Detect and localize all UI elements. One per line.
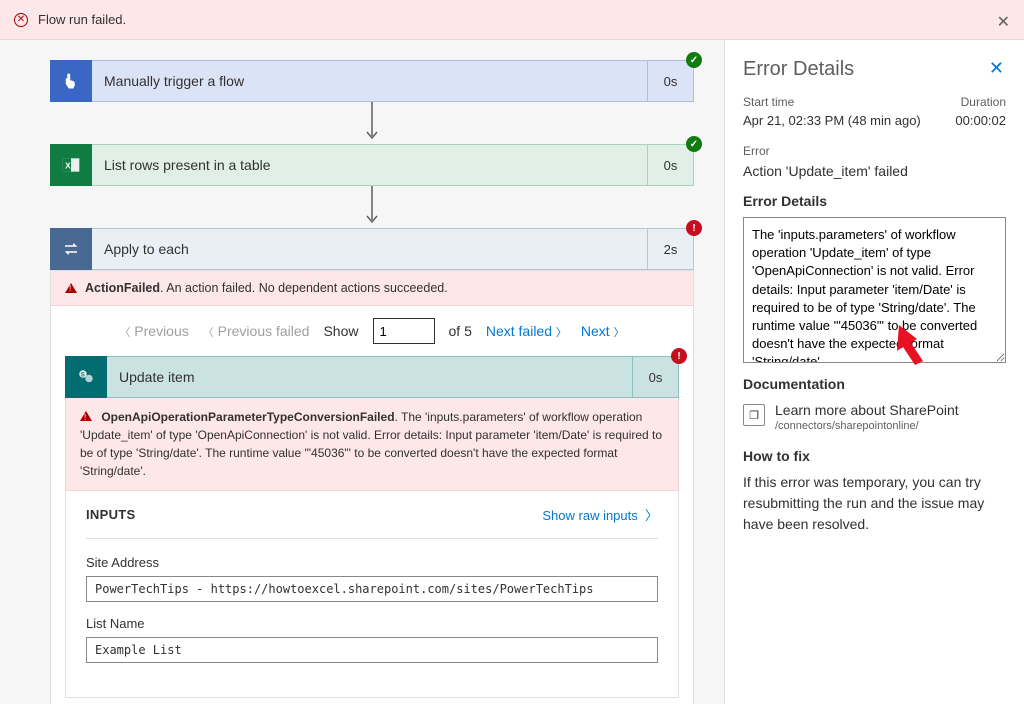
site-address-value[interactable]: PowerTechTips - https://howtoexcel.share… xyxy=(86,576,658,602)
next-link[interactable]: Next 〉 xyxy=(581,323,625,340)
update-error-detail: OpenApiOperationParameterTypeConversionF… xyxy=(65,398,679,491)
connector-arrow xyxy=(50,102,694,144)
sharepoint-icon: S xyxy=(65,356,107,398)
flow-canvas: Manually trigger a flow 0s ✓ X List rows… xyxy=(0,40,724,704)
loop-card[interactable]: Apply to each 2s ! xyxy=(50,228,694,270)
excel-icon: X xyxy=(50,144,92,186)
check-icon: ✓ xyxy=(686,136,702,152)
inputs-section: INPUTS Show raw inputs 〉 Site Address Po… xyxy=(65,491,679,698)
excel-title: List rows present in a table xyxy=(104,157,271,173)
error-details-textarea[interactable] xyxy=(743,217,1006,363)
action-failed-bar: ActionFailed. An action failed. No depen… xyxy=(51,271,693,306)
error-details-panel: ✕ Error Details Start time Apr 21, 02:33… xyxy=(724,40,1024,704)
error-circle-icon: ✕ xyxy=(14,13,28,27)
doc-sublink: /connectors/sharepointonline/ xyxy=(775,420,959,432)
update-err-title: OpenApiOperationParameterTypeConversionF… xyxy=(101,410,394,424)
loop-container: ActionFailed. An action failed. No depen… xyxy=(50,270,694,704)
error-banner: ✕ Flow run failed. ✕ xyxy=(0,0,1024,40)
doc-link[interactable]: Learn more about SharePoint xyxy=(775,402,959,418)
page-input[interactable] xyxy=(373,318,435,344)
update-item-card[interactable]: S Update item 0s ! xyxy=(65,356,679,398)
loop-title: Apply to each xyxy=(104,241,189,257)
inputs-header: INPUTS xyxy=(86,507,135,522)
loop-time: 2s xyxy=(648,228,694,270)
error-value: Action 'Update_item' failed xyxy=(743,163,1006,179)
show-raw-inputs-link[interactable]: Show raw inputs 〉 xyxy=(542,505,658,524)
next-failed-link[interactable]: Next failed 〉 xyxy=(486,323,567,340)
show-label: Show xyxy=(323,323,358,339)
loop-icon xyxy=(50,228,92,270)
how-to-fix-text: If this error was temporary, you can try… xyxy=(743,472,1006,535)
actfail-title: ActionFailed xyxy=(85,281,160,295)
list-name-value[interactable]: Example List xyxy=(86,637,658,663)
excel-time: 0s xyxy=(648,144,694,186)
svg-text:S: S xyxy=(81,372,85,378)
check-icon: ✓ xyxy=(686,52,702,68)
banner-close-button[interactable]: ✕ xyxy=(997,12,1010,32)
panel-close-button[interactable]: ✕ xyxy=(989,58,1004,79)
touch-icon xyxy=(50,60,92,102)
list-name-label: List Name xyxy=(86,616,658,631)
warning-icon xyxy=(80,411,92,421)
of-label: of 5 xyxy=(449,323,472,339)
prev-link[interactable]: 〈 Previous xyxy=(119,323,188,340)
banner-text: Flow run failed. xyxy=(38,12,126,27)
duration-value: 00:00:02 xyxy=(955,113,1006,128)
update-title: Update item xyxy=(119,369,194,385)
connector-arrow xyxy=(50,186,694,228)
copy-icon[interactable]: ❐ xyxy=(743,404,765,426)
documentation-label: Documentation xyxy=(743,376,1006,392)
site-address-label: Site Address xyxy=(86,555,658,570)
trigger-card[interactable]: Manually trigger a flow 0s ✓ xyxy=(50,60,694,102)
update-time: 0s xyxy=(633,356,679,398)
start-time-label: Start time xyxy=(743,95,921,109)
start-time-value: Apr 21, 02:33 PM (48 min ago) xyxy=(743,113,921,128)
svg-text:X: X xyxy=(65,160,71,170)
how-to-fix-label: How to fix xyxy=(743,448,1006,464)
error-badge-icon: ! xyxy=(671,348,687,364)
error-badge-icon: ! xyxy=(686,220,702,236)
actfail-msg: . An action failed. No dependent actions… xyxy=(160,281,448,295)
duration-label: Duration xyxy=(955,95,1006,109)
warning-icon xyxy=(65,283,77,293)
error-label: Error xyxy=(743,144,1006,158)
trigger-title: Manually trigger a flow xyxy=(104,73,244,89)
loop-pager: 〈 Previous 〈 Previous failed Show of 5 N… xyxy=(51,306,693,356)
excel-card[interactable]: X List rows present in a table 0s ✓ xyxy=(50,144,694,186)
prev-failed-link[interactable]: 〈 Previous failed xyxy=(203,323,310,340)
panel-title: Error Details xyxy=(743,58,1006,81)
trigger-time: 0s xyxy=(648,60,694,102)
error-details-label: Error Details xyxy=(743,193,1006,209)
